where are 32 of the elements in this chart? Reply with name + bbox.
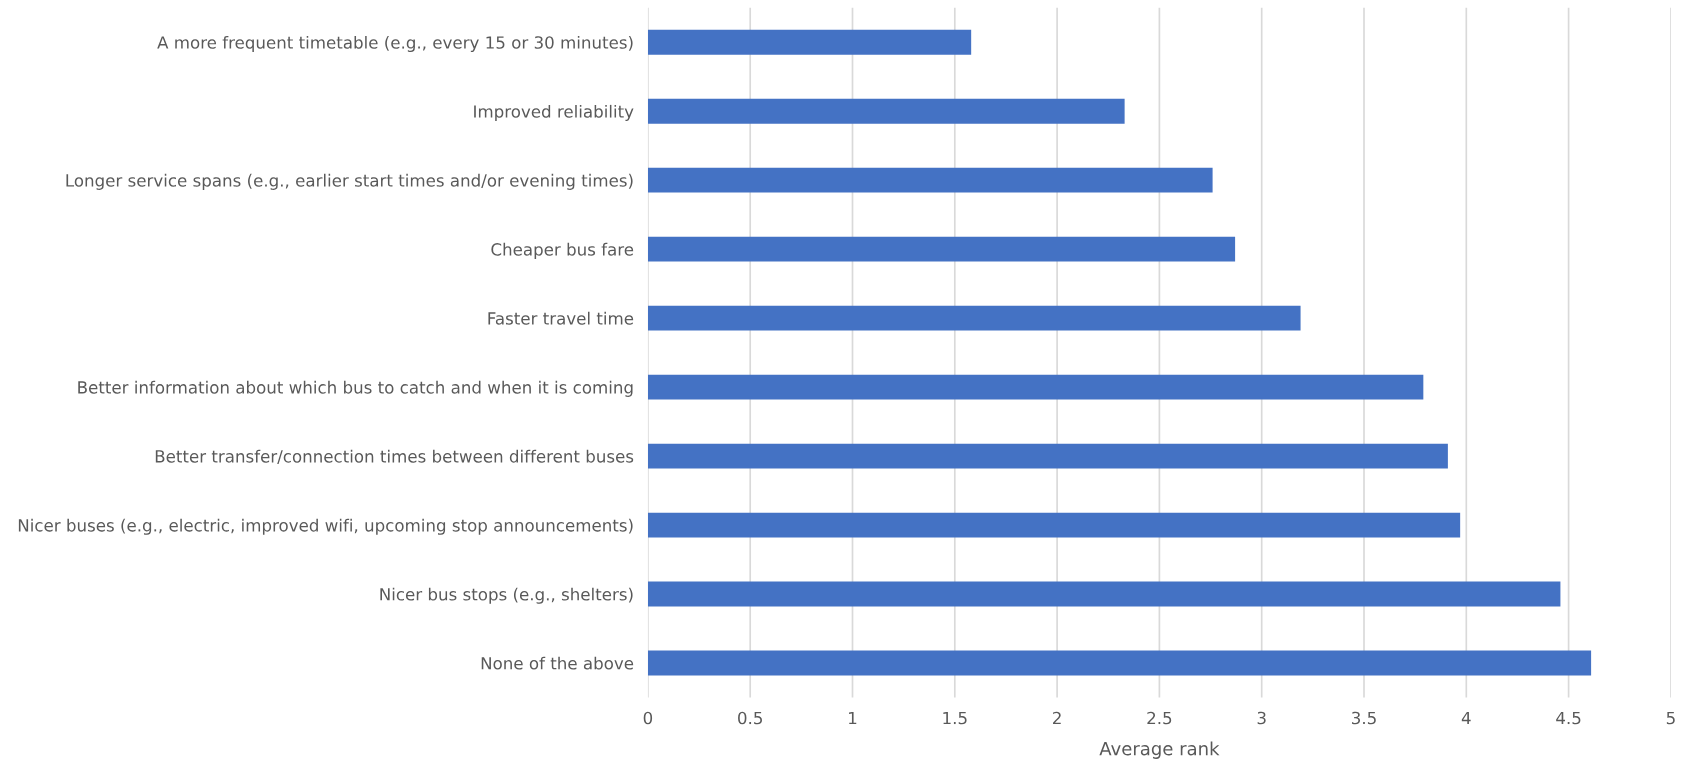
bar: [647, 581, 1561, 607]
bar: [647, 167, 1213, 193]
y-tick-label: Better information about which bus to catch and when it is coming: [78, 380, 633, 397]
x-tick-label: 3: [1257, 711, 1266, 725]
bar: [647, 305, 1301, 331]
x-tick-label: 1: [849, 711, 857, 725]
x-tick-label: 4: [1461, 711, 1471, 725]
y-tick-label: None of the above: [481, 656, 634, 670]
bar: [647, 98, 1125, 124]
y-tick-label: Nicer buses (e.g., electric, improved wifi, upcoming stop announcements): [18, 518, 633, 535]
bar: [647, 236, 1236, 262]
x-tick-label: 5: [1666, 711, 1675, 725]
y-tick-label: Longer service spans (e.g., earlier start times and/or evening times): [66, 173, 633, 190]
bar: [647, 29, 972, 55]
y-tick-label: Faster travel time: [488, 311, 634, 325]
y-tick-label: Nicer bus stops (e.g., shelters): [380, 587, 633, 604]
x-tick-label: 0.5: [738, 711, 762, 725]
x-tick-label: 0: [643, 711, 653, 725]
x-tick-label: 2: [1053, 711, 1061, 725]
bar: [647, 650, 1592, 676]
x-tick-label: 4.5: [1556, 711, 1581, 725]
x-axis-title: Average rank: [1099, 741, 1220, 759]
y-tick-label: A more frequent timetable (e.g., every 15 or 30 minutes): [157, 35, 633, 53]
bar: [647, 512, 1461, 538]
bar: [647, 443, 1448, 469]
bar: [647, 374, 1424, 400]
y-tick-label: Better transfer/connection times between different buses: [155, 449, 634, 464]
y-tick-label: Improved reliability: [474, 104, 634, 122]
y-tick-label: Cheaper bus fare: [491, 242, 634, 259]
x-tick-label: 2.5: [1147, 711, 1172, 725]
x-tick-label: 3.5: [1352, 711, 1376, 725]
x-tick-label: 1.5: [943, 711, 967, 725]
